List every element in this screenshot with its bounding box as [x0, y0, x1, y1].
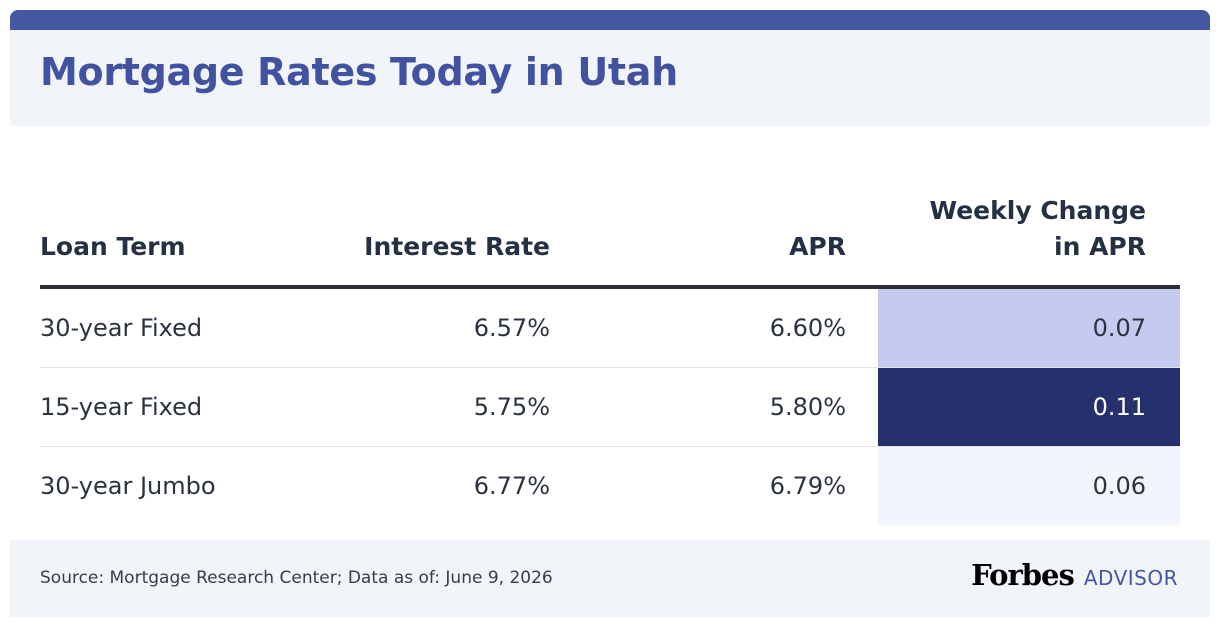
brand-sub: ADVISOR	[1083, 566, 1178, 590]
header-weekly-change-line2: in APR	[1054, 232, 1146, 261]
table-header: Loan Term Interest Rate APR Weekly Chang…	[40, 190, 1180, 289]
interest-rate-cell: 5.75%	[473, 393, 550, 421]
header-apr: APR	[789, 232, 846, 261]
header-loan-term: Loan Term	[40, 232, 186, 261]
chart-title: Mortgage Rates Today in Utah	[40, 50, 678, 94]
weekly-change-cell: 0.11	[878, 368, 1180, 446]
interest-rate-cell: 6.77%	[473, 472, 550, 500]
loan-term-cell: 30-year Jumbo	[40, 472, 216, 500]
header-weekly-change-line1: Weekly Change	[929, 196, 1146, 225]
table-row: 30-year Fixed 6.57% 6.60% 0.07	[40, 289, 1180, 367]
rates-table: Loan Term Interest Rate APR Weekly Chang…	[40, 190, 1180, 525]
apr-cell: 6.79%	[769, 472, 846, 500]
weekly-change-value: 0.07	[1092, 314, 1146, 342]
top-accent-bar	[10, 10, 1210, 30]
footer-band: Source: Mortgage Research Center; Data a…	[10, 540, 1210, 617]
interest-rate-cell: 6.57%	[473, 314, 550, 342]
header-interest-rate: Interest Rate	[364, 232, 550, 261]
weekly-change-value: 0.06	[1092, 472, 1146, 500]
table-row: 15-year Fixed 5.75% 5.80% 0.11	[40, 367, 1180, 446]
weekly-change-value: 0.11	[1092, 393, 1146, 421]
table-row: 30-year Jumbo 6.77% 6.79% 0.06	[40, 446, 1180, 525]
apr-cell: 5.80%	[769, 393, 846, 421]
source-note: Source: Mortgage Research Center; Data a…	[40, 568, 553, 588]
loan-term-cell: 15-year Fixed	[40, 393, 203, 421]
loan-term-cell: 30-year Fixed	[40, 314, 203, 342]
forbes-advisor-logo: Forbes ADVISOR	[971, 558, 1178, 598]
weekly-change-cell: 0.06	[878, 447, 1180, 525]
header-weekly-change: Weekly Change in APR	[930, 193, 1146, 265]
brand-name: Forbes	[971, 558, 1075, 592]
weekly-change-cell: 0.07	[878, 289, 1180, 367]
header-band: Mortgage Rates Today in Utah	[10, 30, 1210, 126]
apr-cell: 6.60%	[769, 314, 846, 342]
